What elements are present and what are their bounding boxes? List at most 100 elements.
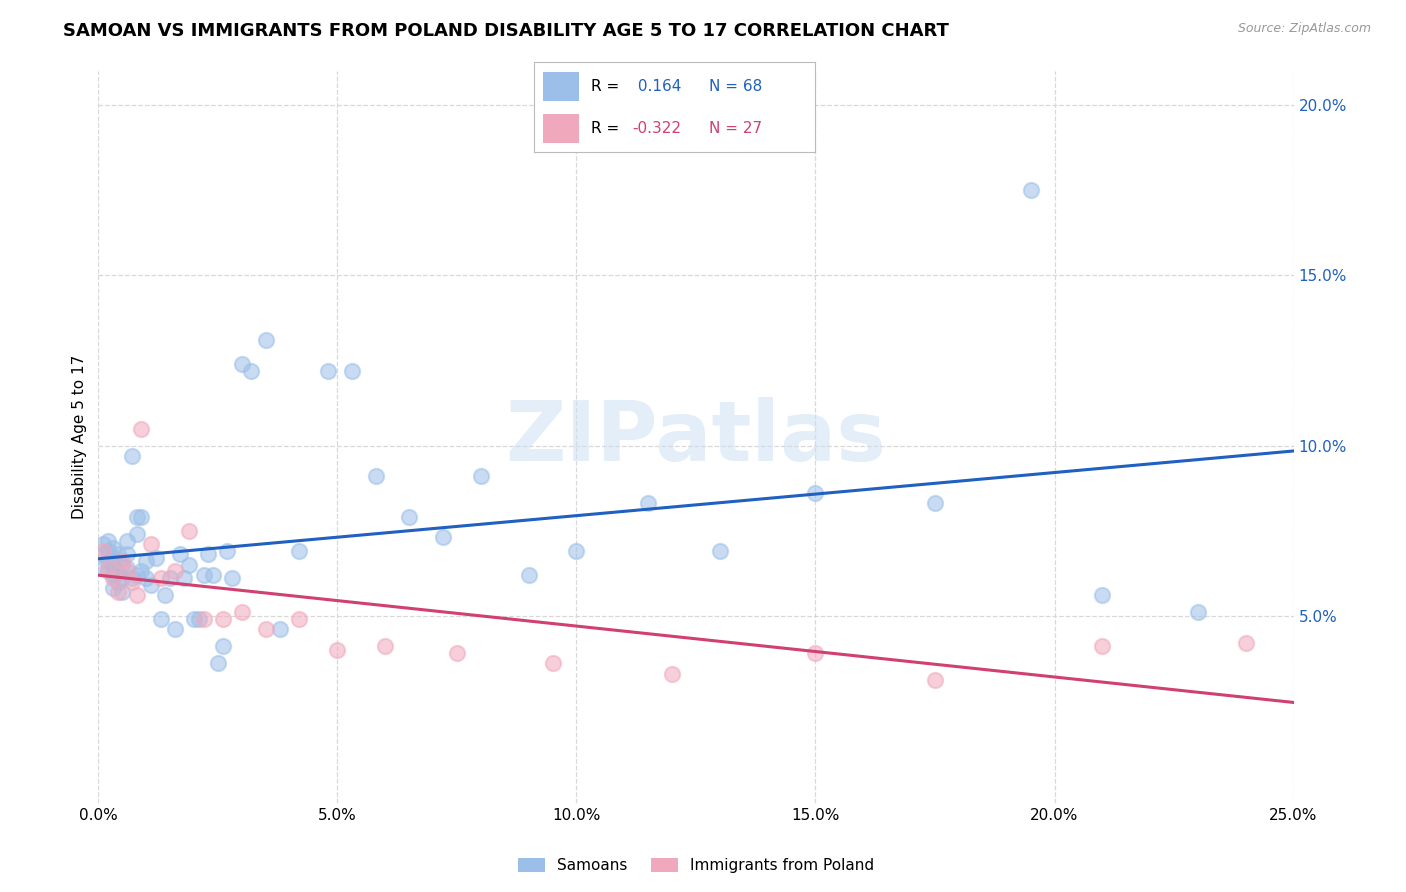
Point: [135, 554, 157, 568]
Point: [211, 612, 233, 626]
Point: [163, 622, 186, 636]
Point: [207, 657, 229, 671]
Point: [97, 554, 120, 568]
Point: [470, 469, 492, 483]
Point: [149, 612, 172, 626]
Point: [364, 469, 387, 483]
Point: [240, 364, 263, 378]
Point: [97, 561, 120, 575]
Point: [231, 605, 253, 619]
Point: [1234, 636, 1257, 650]
Point: [111, 558, 134, 572]
Point: [135, 571, 157, 585]
Text: SAMOAN VS IMMIGRANTS FROM POLAND DISABILITY AGE 5 TO 17 CORRELATION CHART: SAMOAN VS IMMIGRANTS FROM POLAND DISABIL…: [63, 22, 949, 40]
Point: [121, 449, 143, 463]
Point: [197, 548, 219, 562]
Point: [288, 544, 311, 558]
Point: [432, 531, 454, 545]
Point: [183, 612, 205, 626]
Point: [121, 571, 143, 585]
Point: [924, 673, 946, 688]
Point: [155, 588, 177, 602]
Point: [217, 544, 239, 558]
Point: [97, 544, 120, 558]
Point: [101, 571, 124, 585]
Point: [398, 510, 420, 524]
Point: [97, 565, 120, 579]
Point: [115, 533, 138, 548]
Point: [661, 666, 683, 681]
Point: [111, 554, 134, 568]
Point: [179, 524, 201, 538]
Point: [269, 622, 291, 636]
Point: [115, 548, 138, 562]
Point: [111, 571, 134, 585]
Point: [159, 571, 181, 585]
Point: [125, 527, 148, 541]
Bar: [543, 114, 579, 143]
Point: [91, 548, 114, 562]
Point: [115, 565, 138, 579]
Point: [211, 640, 233, 654]
Legend: Samoans, Immigrants from Poland: Samoans, Immigrants from Poland: [512, 852, 880, 880]
Point: [804, 646, 827, 660]
Bar: [543, 72, 579, 101]
Point: [187, 612, 209, 626]
Point: [326, 642, 349, 657]
Point: [101, 582, 124, 596]
Point: [149, 571, 172, 585]
Point: [125, 588, 148, 602]
Text: R =: R =: [591, 79, 619, 94]
Point: [374, 640, 396, 654]
Point: [193, 567, 215, 582]
Point: [1187, 605, 1209, 619]
Point: [121, 574, 143, 589]
Point: [101, 558, 124, 572]
Point: [101, 567, 124, 582]
Point: [125, 510, 148, 524]
Y-axis label: Disability Age 5 to 17: Disability Age 5 to 17: [72, 355, 87, 519]
Point: [101, 550, 124, 565]
Point: [254, 333, 277, 347]
Point: [131, 565, 153, 579]
Point: [1019, 183, 1042, 197]
Point: [163, 565, 186, 579]
Text: 0.164: 0.164: [633, 79, 681, 94]
Point: [131, 421, 153, 435]
Point: [101, 541, 124, 555]
Point: [1091, 640, 1114, 654]
Point: [91, 544, 114, 558]
Point: [709, 544, 731, 558]
Text: ZIPatlas: ZIPatlas: [506, 397, 886, 477]
Point: [107, 548, 129, 562]
Point: [924, 496, 946, 510]
Point: [97, 533, 120, 548]
Point: [169, 548, 191, 562]
Point: [107, 565, 129, 579]
Text: N = 68: N = 68: [709, 79, 762, 94]
Text: -0.322: -0.322: [633, 121, 682, 136]
Point: [288, 612, 311, 626]
Point: [115, 561, 138, 575]
Point: [91, 561, 114, 575]
Point: [231, 357, 253, 371]
Point: [517, 567, 540, 582]
Text: Source: ZipAtlas.com: Source: ZipAtlas.com: [1237, 22, 1371, 36]
Point: [179, 558, 201, 572]
Point: [637, 496, 659, 510]
Point: [1091, 588, 1114, 602]
Point: [91, 537, 114, 551]
Point: [139, 537, 162, 551]
Point: [565, 544, 588, 558]
Point: [125, 567, 148, 582]
Point: [131, 510, 153, 524]
Text: N = 27: N = 27: [709, 121, 762, 136]
Point: [221, 571, 243, 585]
Text: R =: R =: [591, 121, 619, 136]
Point: [804, 486, 827, 500]
Point: [446, 646, 468, 660]
Point: [145, 550, 167, 565]
Point: [541, 657, 564, 671]
Point: [107, 585, 129, 599]
Point: [173, 571, 195, 585]
